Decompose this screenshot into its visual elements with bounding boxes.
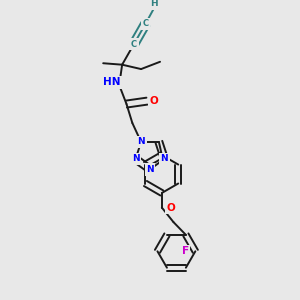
Text: C: C [142,20,148,28]
Text: H: H [150,0,158,8]
Text: N: N [146,165,154,174]
Text: HN: HN [103,77,121,87]
Text: O: O [150,96,159,106]
Text: N: N [160,154,168,164]
Text: C: C [131,40,137,49]
Text: N: N [137,137,145,146]
Text: F: F [182,246,189,256]
Text: O: O [166,202,175,213]
Text: N: N [132,154,140,164]
